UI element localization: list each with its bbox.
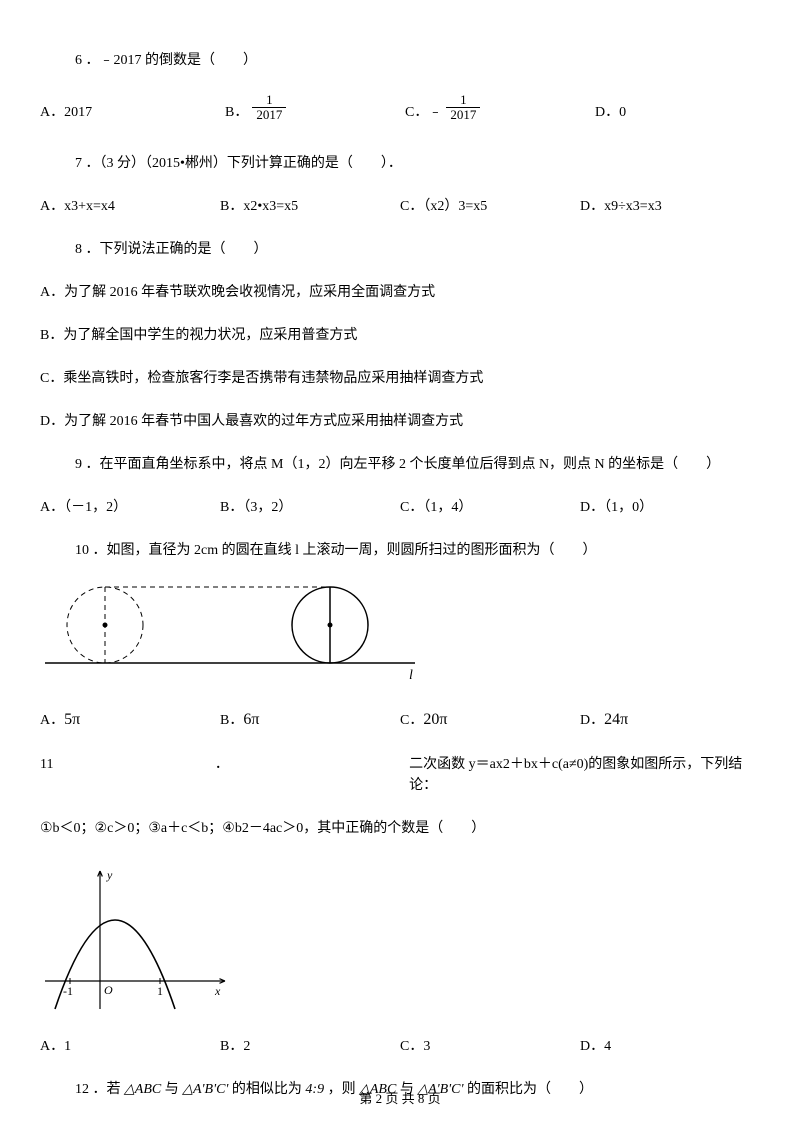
svg-text:-1: -1 xyxy=(63,984,73,998)
svg-text:O: O xyxy=(104,983,113,997)
q10-b-prefix: B． xyxy=(220,713,243,728)
q10-diagram: l xyxy=(40,583,760,690)
q6-opt-b-num: 1 xyxy=(252,93,286,108)
q6-opt-a: A．2017 xyxy=(40,102,225,123)
parabola-diagram: -1 1 Ox y xyxy=(40,861,230,1011)
q6-opt-c-num: 1 xyxy=(446,93,480,108)
q10-a-prefix: A． xyxy=(40,713,64,728)
q8-opt-b: B．为了解全国中学生的视力状况，应采用普查方式 xyxy=(40,325,760,346)
svg-text:x: x xyxy=(214,984,221,998)
q9-opt-c: C．（1，4） xyxy=(400,497,580,518)
q10-c-val: 20π xyxy=(423,711,447,728)
q11-opt-c: C．3 xyxy=(400,1036,580,1057)
question-9-text: 9 ．在平面直角坐标系中，将点 M（1，2）向左平移 2 个长度单位后得到点 N… xyxy=(40,454,760,475)
question-11-line2: ①b＜0；②c＞0；③a＋c＜b；④b2－4ac＞0，其中正确的个数是（ ） xyxy=(40,818,760,839)
q9-opt-a: A．（－1，2） xyxy=(40,497,220,518)
q7-opt-b: B．x2•x3=x5 xyxy=(220,196,400,217)
q6-opt-b-prefix: B． xyxy=(225,102,248,123)
page-footer: 第 2 页 共 8 页 xyxy=(0,1089,800,1109)
q8-opt-c: C．乘坐高铁时，检查旅客行李是否携带有违禁物品应采用抽样调查方式 xyxy=(40,368,760,389)
q6-opt-c-den: 2017 xyxy=(446,108,480,122)
q6-opt-b-den: 2017 xyxy=(252,108,286,122)
question-6-options: A．2017 B． 1 2017 C．﹣ 1 2017 D．0 xyxy=(40,93,760,123)
q10-opt-c: C．20π xyxy=(400,708,580,732)
rolling-circle-diagram: l xyxy=(40,583,420,683)
svg-text:l: l xyxy=(409,668,413,683)
q7-opt-d: D．x9÷x3=x3 xyxy=(580,196,760,217)
question-10-options: A．5π B．6π C．20π D．24π xyxy=(40,708,760,732)
q10-opt-d: D．24π xyxy=(580,708,760,732)
q11-num: 11 xyxy=(40,754,215,796)
q6-opt-b: B． 1 2017 xyxy=(225,93,405,123)
q6-opt-c-fraction: 1 2017 xyxy=(446,93,480,123)
q11-opt-b: B．2 xyxy=(220,1036,400,1057)
question-8-text: 8 ．下列说法正确的是（ ） xyxy=(40,239,760,260)
q10-a-val: 5π xyxy=(64,711,80,728)
q10-opt-b: B．6π xyxy=(220,708,400,732)
question-7-options: A．x3+x=x4 B．x2•x3=x5 C．（x2）3=x5 D．x9÷x3=… xyxy=(40,196,760,217)
svg-text:1: 1 xyxy=(157,984,163,998)
question-9-options: A．（－1，2） B．（3，2） C．（1，4） D．（1，0） xyxy=(40,497,760,518)
question-11-line1: 11 ． 二次函数 y＝ax2＋bx＋c(a≠0)的图象如图所示，下列结论： xyxy=(40,754,760,796)
q7-opt-a: A．x3+x=x4 xyxy=(40,196,220,217)
q10-d-prefix: D． xyxy=(580,713,604,728)
question-7-text: 7 ．（3 分）（2015•郴州）下列计算正确的是（ ）． xyxy=(40,153,760,174)
question-10-text: 10 ．如图，直径为 2cm 的圆在直线 l 上滚动一周，则圆所扫过的图形面积为… xyxy=(40,540,760,561)
q10-d-val: 24π xyxy=(604,711,628,728)
q11-dot: ． xyxy=(215,754,409,796)
q6-opt-c: C．﹣ 1 2017 xyxy=(405,93,595,123)
q8-opt-d: D．为了解 2016 年春节中国人最喜欢的过年方式应采用抽样调查方式 xyxy=(40,411,760,432)
q9-opt-d: D．（1，0） xyxy=(580,497,760,518)
q8-opt-a: A．为了解 2016 年春节联欢晚会收视情况，应采用全面调查方式 xyxy=(40,282,760,303)
q11-diagram: -1 1 Ox y xyxy=(40,861,760,1018)
question-6-text: 6 ．﹣2017 的倒数是（ ） xyxy=(40,50,760,71)
q10-c-prefix: C． xyxy=(400,713,423,728)
q9-opt-b: B．（3，2） xyxy=(220,497,400,518)
q11-opt-a: A．1 xyxy=(40,1036,220,1057)
q6-opt-b-fraction: 1 2017 xyxy=(252,93,286,123)
q10-b-val: 6π xyxy=(243,711,259,728)
q10-opt-a: A．5π xyxy=(40,708,220,732)
q11-text1: 二次函数 y＝ax2＋bx＋c(a≠0)的图象如图所示，下列结论： xyxy=(409,754,760,796)
q11-opt-d: D．4 xyxy=(580,1036,760,1057)
q6-opt-c-prefix: C．﹣ xyxy=(405,102,442,123)
q7-opt-c: C．（x2）3=x5 xyxy=(400,196,580,217)
question-11-options: A．1 B．2 C．3 D．4 xyxy=(40,1036,760,1057)
svg-text:y: y xyxy=(106,868,113,882)
q6-opt-d: D．0 xyxy=(595,102,626,123)
